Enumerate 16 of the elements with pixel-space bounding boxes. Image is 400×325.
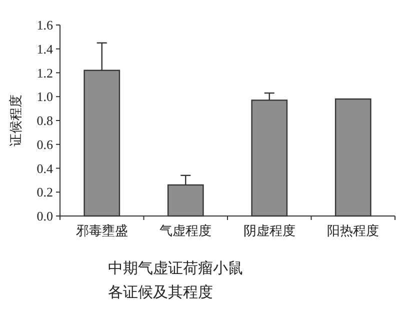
- x-tick-label: 气虚程度: [160, 223, 212, 238]
- x-tick-label: 邪毒壅盛: [76, 223, 128, 238]
- y-tick-label: 0.6: [36, 136, 54, 152]
- y-tick-label: 0.2: [36, 184, 53, 200]
- y-tick-label: 1.4: [36, 41, 54, 56]
- y-tick-label: 1.0: [36, 89, 53, 104]
- x-tick-label: 阳热程度: [327, 223, 380, 238]
- y-tick-label: 1.2: [36, 65, 53, 80]
- y-tick-label: 1.6: [36, 18, 54, 32]
- x-tick-label: 阴虚程度: [243, 223, 296, 238]
- y-axis-title: 证候程度: [8, 94, 23, 146]
- y-tick-label: 0.4: [36, 160, 54, 176]
- y-tick-label: 0.8: [36, 113, 53, 128]
- y-tick-label: 0.0: [36, 208, 53, 224]
- text: 各证候及其程度: [108, 284, 213, 301]
- text: 中期气虚证荷瘤小鼠: [108, 260, 243, 277]
